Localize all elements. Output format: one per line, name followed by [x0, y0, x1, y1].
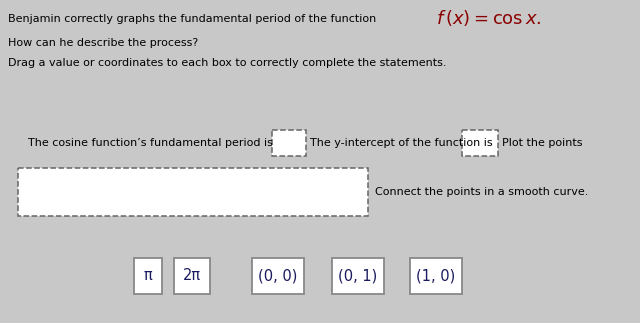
Text: How can he describe the process?: How can he describe the process? — [8, 38, 198, 48]
Text: (0, 1): (0, 1) — [339, 268, 378, 284]
Text: The y-intercept of the function is: The y-intercept of the function is — [310, 138, 493, 148]
Text: 2π: 2π — [183, 268, 201, 284]
FancyBboxPatch shape — [272, 130, 306, 156]
Text: The cosine function’s fundamental period is: The cosine function’s fundamental period… — [28, 138, 273, 148]
FancyBboxPatch shape — [18, 168, 368, 216]
Text: Benjamin correctly graphs the fundamental period of the function: Benjamin correctly graphs the fundamenta… — [8, 14, 376, 24]
FancyBboxPatch shape — [174, 258, 210, 294]
Text: π: π — [143, 268, 152, 284]
Text: Plot the points: Plot the points — [502, 138, 582, 148]
FancyBboxPatch shape — [252, 258, 304, 294]
FancyBboxPatch shape — [462, 130, 498, 156]
FancyBboxPatch shape — [332, 258, 384, 294]
Text: Drag a value or coordinates to each box to correctly complete the statements.: Drag a value or coordinates to each box … — [8, 58, 447, 68]
FancyBboxPatch shape — [134, 258, 162, 294]
Text: $f\,(x) = \mathrm{cos}\,x.$: $f\,(x) = \mathrm{cos}\,x.$ — [436, 8, 541, 28]
FancyBboxPatch shape — [410, 258, 462, 294]
Text: Connect the points in a smooth curve.: Connect the points in a smooth curve. — [375, 187, 588, 197]
Text: (1, 0): (1, 0) — [417, 268, 456, 284]
Text: (0, 0): (0, 0) — [259, 268, 298, 284]
